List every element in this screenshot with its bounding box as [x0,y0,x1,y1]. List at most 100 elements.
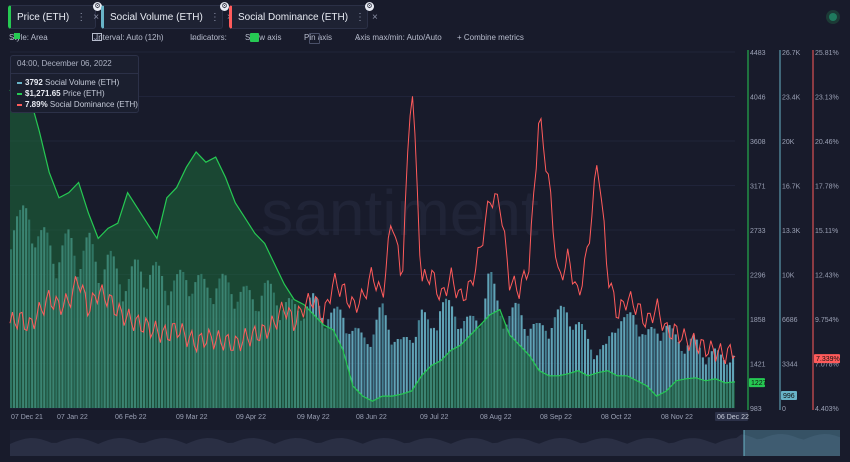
bar [698,347,701,408]
y-tick-label: 26.7K [782,50,801,57]
dots-icon[interactable]: ⋮ [355,11,366,23]
series-marker [17,103,22,106]
tab-social-volume-eth[interactable]: Social Volume (ETH) ⋮ × ⚙ [101,2,233,29]
bar [617,328,620,408]
bar [354,327,357,408]
tab-label: Social Volume (ETH) [110,11,203,23]
bar [695,339,698,408]
bar [547,338,550,408]
bar [556,309,559,408]
x-tick-label: 08 Aug 22 [480,414,512,421]
y-tick-label: 4483 [750,50,766,57]
bar [393,341,396,408]
bar [611,332,614,408]
bar [553,317,556,408]
x-tick-label: 08 Jun 22 [356,414,387,421]
bar [568,326,572,408]
bar [656,333,659,408]
tooltip-row: 7.89% Social Dominance (ETH) [17,100,138,109]
x-tick-label: 07 Jan 22 [57,414,88,421]
bar [629,312,632,408]
bar [372,334,375,408]
bar [650,327,653,408]
y-tick-label: 1421 [750,362,766,369]
y-tick-label: 7.078% [815,362,839,369]
watermark: santiment [261,177,539,249]
bar [442,302,445,408]
bar [414,336,417,408]
bar [562,306,565,408]
show-axis-label: Show axis [245,33,282,42]
price-line [9,69,736,402]
bar [439,311,442,408]
settings-icon[interactable]: ⚙ [220,2,229,11]
bar [363,337,366,408]
y-tick-label: 4.403% [815,406,839,413]
x-tick-label: 09 Jul 22 [420,414,449,421]
y-tick-label: 9.754% [815,317,839,324]
indicators-label: Indicators: [190,33,227,42]
navigator-area [10,434,840,456]
y-tick-label: 3344 [782,362,798,369]
bar [445,298,448,408]
x-tick-label: 08 Nov 22 [661,414,693,421]
tooltip-row: 3792 Social Volume (ETH) [17,78,119,87]
dots-icon[interactable]: ⋮ [209,11,220,23]
bar [668,325,671,408]
bar [574,324,578,408]
dots-icon[interactable]: ⋮ [76,11,87,23]
bar [638,336,641,408]
bar [635,324,638,408]
bar [420,309,423,408]
combine-metrics-button[interactable]: + Combine metrics [457,33,524,42]
bar [665,325,668,408]
bar [580,324,584,408]
settings-icon[interactable]: ⚙ [93,2,102,11]
bar [659,340,662,408]
tooltip-label: Social Volume (ETH) [45,78,120,87]
y-tick-label: 15.11% [815,228,838,235]
bar [571,329,575,408]
y-tick-label: 23.13% [815,95,839,102]
bar [692,334,695,408]
settings-icon[interactable]: ⚙ [365,2,374,11]
y-tick-label: 25.81% [815,50,839,57]
chevron-down-icon: ⌄ [190,33,197,42]
bar [535,323,538,408]
bar [538,323,541,408]
chart[interactable]: santiment 07 Dec 21 07 Jan 22 06 Feb 22 09 … [0,46,850,462]
checkbox-icon[interactable] [309,33,320,44]
x-tick-label: 06 Feb 22 [115,414,147,421]
bar [399,339,402,408]
settings-bar: Style: Area ⌄ Interval: Auto (12h) ⌄ Ind… [0,33,850,45]
checkbox-checked-icon[interactable] [250,33,259,42]
bar [641,334,644,408]
bar [662,332,665,408]
bar [620,321,623,408]
x-end-label: 06 Dec 22 [717,414,749,421]
y-tick-label: 16.7K [782,184,801,191]
y-tick-label: 20K [782,139,795,146]
current-value-badge [749,378,765,388]
color-swatch[interactable] [14,33,20,39]
bar [653,328,656,408]
bar [375,319,378,408]
y-tick-label: 10K [782,273,795,280]
tab-social-dominance-eth[interactable]: Social Dominance (ETH) ⋮ × ⚙ [229,2,378,29]
close-icon[interactable]: × [93,11,100,23]
x-tick-label: 08 Oct 22 [601,414,631,421]
tooltip-label: Social Dominance (ETH) [49,100,138,109]
bar [396,339,399,408]
bar [544,330,547,408]
bar [378,307,381,408]
bar [360,332,363,408]
chart-tooltip: 04:00, December 06, 2022 3792 Social Vol… [10,55,139,113]
close-icon[interactable]: × [372,11,378,23]
bar [565,312,568,408]
bar [644,334,647,408]
bar [713,348,717,408]
tooltip-row: $1,271.65 Price (ETH) [17,89,105,98]
current-value-label: 1227 [751,380,767,387]
chevron-down-icon: ⌄ [355,33,362,42]
tab-price-eth[interactable]: Price (ETH) ⋮ × ⚙ [8,2,102,29]
